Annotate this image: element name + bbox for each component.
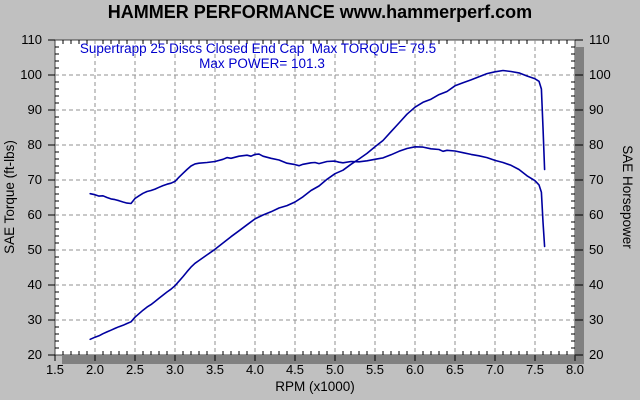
y-tick-label-left: 80 <box>28 137 42 152</box>
x-tick-label: 6.5 <box>446 362 464 377</box>
x-tick-label: 2.5 <box>126 362 144 377</box>
y-tick-label-left: 90 <box>28 102 42 117</box>
plot-shadow-right <box>576 47 584 364</box>
curves <box>89 69 546 341</box>
x-tick-label: 3.0 <box>166 362 184 377</box>
y-tick-label-left: 110 <box>21 32 42 47</box>
x-tick-label: 2.0 <box>86 362 104 377</box>
y-tick-label-right: 40 <box>589 277 603 292</box>
y-tick-label-left: 50 <box>28 242 42 257</box>
x-tick-label: 7.5 <box>526 362 544 377</box>
x-tick-label: 1.5 <box>46 362 64 377</box>
y-tick-label-right: 70 <box>589 172 603 187</box>
plot-area <box>54 39 576 356</box>
torque-curve <box>89 146 546 248</box>
y-tick-label-right: 90 <box>589 102 603 117</box>
x-tick-label: 7.0 <box>486 362 504 377</box>
plot-shadow-bottom <box>62 356 584 364</box>
y-tick-label-left: 40 <box>28 277 42 292</box>
power-curve <box>89 69 546 341</box>
annotation-line-1: Supertrapp 25 Discs Closed End Cap Max T… <box>80 41 436 56</box>
x-tick-label: 6.0 <box>406 362 424 377</box>
y-tick-label-right: 30 <box>589 312 603 327</box>
y-tick-label-right: 80 <box>589 137 603 152</box>
plot-base: 1.5 2.0 2.5 3.0 3.5 4.0 4.5 5.0 5.5 6.0 6.5 7.0 7.5 8… <box>20 32 610 377</box>
x-tick-label: 5.5 <box>366 362 384 377</box>
y-axis-title-left: SAE Torque (ft-lbs) <box>2 140 17 254</box>
x-axis-title: RPM (x1000) <box>275 379 355 394</box>
y-tick-label-left: 60 <box>28 207 42 222</box>
x-tick-label: 4.5 <box>286 362 304 377</box>
annotation-line-2: Max POWER= 101.3 <box>199 56 325 71</box>
y-tick-label-right: 20 <box>589 347 603 362</box>
y-tick-label-right: 60 <box>589 207 603 222</box>
x-tick-label: 4.0 <box>246 362 264 377</box>
page-title: HAMMER PERFORMANCE www.hammerperf.com <box>107 2 533 22</box>
x-tick-label: 8.0 <box>566 362 584 377</box>
y-tick-label-left: 30 <box>28 312 42 327</box>
y-tick-label-right: 100 <box>589 67 611 82</box>
x-tick-label: 5.0 <box>326 362 344 377</box>
y-tick-label-right: 110 <box>589 32 610 47</box>
y-tick-label-left: 20 <box>28 347 42 362</box>
x-tick-label: 3.5 <box>206 362 224 377</box>
y-axis-title-right: SAE Horsepower <box>620 145 635 249</box>
y-tick-label-right: 50 <box>589 242 603 257</box>
y-tick-label-left: 100 <box>20 67 42 82</box>
y-tick-label-left: 70 <box>28 172 42 187</box>
